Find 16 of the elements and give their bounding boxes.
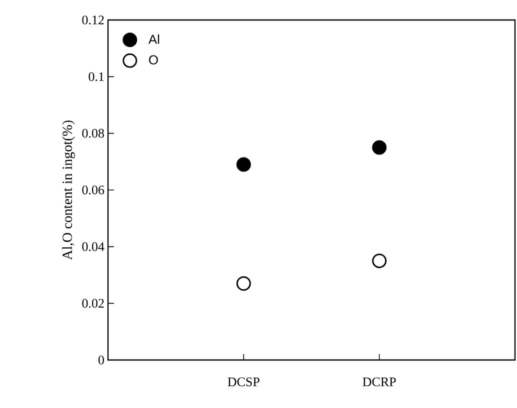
legend-label: O	[149, 55, 158, 64]
point	[372, 254, 387, 268]
point	[236, 276, 251, 291]
x-tick-label: DCRP	[362, 378, 396, 386]
point	[372, 140, 387, 155]
y-tick-label: 0.12	[82, 16, 104, 24]
point	[236, 157, 251, 172]
y-axis-title: Al,O content in ingot(%)	[62, 120, 75, 260]
y-tick-label: 0.02	[82, 298, 104, 308]
y-tick-label: 0.06	[82, 186, 104, 194]
legend-label: Al	[148, 34, 160, 44]
x-tick-label: DCSP	[228, 378, 260, 386]
y-tick-label: 0	[98, 356, 104, 364]
y-tick-label: 0.08	[82, 128, 104, 138]
y-tick-label: 0.04	[82, 242, 104, 252]
y-tick-label: 0.1	[88, 72, 104, 82]
